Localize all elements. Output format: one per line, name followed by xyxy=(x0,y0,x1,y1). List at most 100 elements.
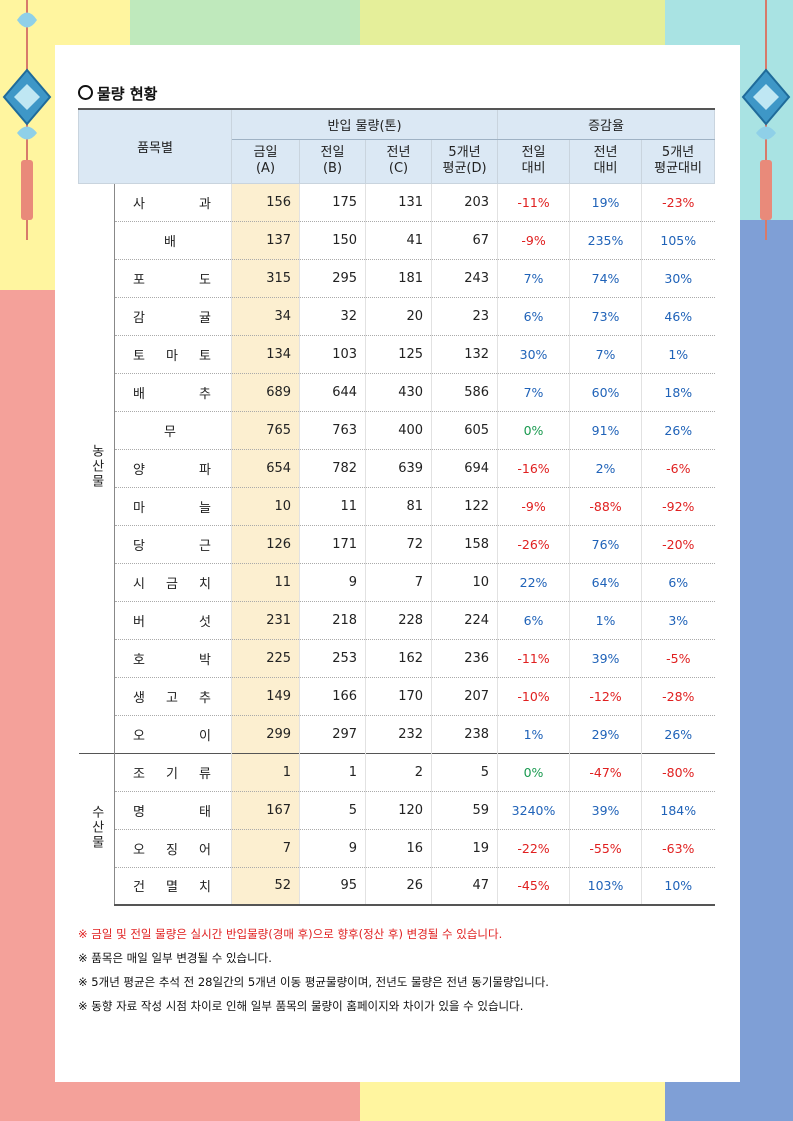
volume-cell-b: 103 xyxy=(299,335,366,374)
rate-cell-r3: 6% xyxy=(641,563,715,602)
table-row: 시 금 치 11 9 7 10 22% 64% 6% xyxy=(79,563,715,602)
volume-cell-d: 47 xyxy=(431,867,498,906)
circle-bullet-icon xyxy=(78,85,93,100)
volume-cell-c: 41 xyxy=(365,221,432,260)
incoming-volume-header: 반입 물량(톤) xyxy=(231,108,499,140)
volume-cell-d: 605 xyxy=(431,411,498,450)
rate-cell-r1: 0% xyxy=(497,752,570,792)
column-header-line1: 5개년 xyxy=(661,145,695,160)
table-row: 무 765 763 400 605 0% 91% 26% xyxy=(79,411,715,450)
table-row: 오 이 299 297 232 238 1% 29% 26% xyxy=(79,715,715,754)
rate-cell-r1: -11% xyxy=(497,183,570,222)
volume-cell-a: 315 xyxy=(231,259,300,298)
rate-cell-r3: -5% xyxy=(641,639,715,678)
volume-cell-c: 81 xyxy=(365,487,432,526)
rate-cell-r1: -26% xyxy=(497,525,570,564)
table-row: 호 박 225 253 162 236 -11% 39% -5% xyxy=(79,639,715,678)
volume-cell-b: 175 xyxy=(299,183,366,222)
volume-cell-c: 400 xyxy=(365,411,432,450)
volume-cell-d: 23 xyxy=(431,297,498,336)
rate-cell-r3: 46% xyxy=(641,297,715,336)
volume-cell-d: 238 xyxy=(431,715,498,754)
rate-cell-r2: 1% xyxy=(569,601,642,640)
volume-cell-d: 224 xyxy=(431,601,498,640)
volume-cell-c: 16 xyxy=(365,829,432,868)
note-4: ※ 동향 자료 작성 시점 차이로 인해 일부 품목의 물량이 홈페이지와 차이… xyxy=(78,999,524,1013)
change-rate-header: 증감율 xyxy=(497,108,716,140)
item-name: 무 xyxy=(113,411,232,450)
table-row: 마 늘 10 11 81 122 -9% -88% -92% xyxy=(79,487,715,526)
rate-cell-r3: 18% xyxy=(641,373,715,412)
volume-cell-b: 9 xyxy=(299,563,366,602)
volume-cell-a: 654 xyxy=(231,449,300,488)
rate-cell-r3: 30% xyxy=(641,259,715,298)
volume-cell-b: 644 xyxy=(299,373,366,412)
volume-cell-c: 20 xyxy=(365,297,432,336)
rate-cell-r1: -10% xyxy=(497,677,570,716)
volume-cell-c: 430 xyxy=(365,373,432,412)
volume-cell-d: 158 xyxy=(431,525,498,564)
rate-cell-r2: 29% xyxy=(569,715,642,754)
column-header-line1: 전일 xyxy=(521,145,546,160)
item-name-text: 무 xyxy=(164,424,176,440)
volume-cell-a: 765 xyxy=(231,411,300,450)
rate-cell-r2: -47% xyxy=(569,752,642,792)
rate-cell-r1: 22% xyxy=(497,563,570,602)
volume-cell-d: 236 xyxy=(431,639,498,678)
rate-cell-r2: 64% xyxy=(569,563,642,602)
column-header-line1: 금일 xyxy=(253,145,278,160)
column-header-line2: 평균대비 xyxy=(654,161,702,176)
volume-cell-c: 125 xyxy=(365,335,432,374)
rate-cell-r2: -12% xyxy=(569,677,642,716)
volume-cell-d: 694 xyxy=(431,449,498,488)
volume-cell-b: 11 xyxy=(299,487,366,526)
volume-cell-d: 67 xyxy=(431,221,498,260)
knot-ornament-right xyxy=(741,0,791,240)
table-row: 당 근 126 171 72 158 -26% 76% -20% xyxy=(79,525,715,564)
volume-cell-b: 297 xyxy=(299,715,366,754)
column-header-1: 전일 (B) xyxy=(299,138,367,184)
volume-cell-d: 19 xyxy=(431,829,498,868)
volume-cell-b: 295 xyxy=(299,259,366,298)
volume-cell-a: 134 xyxy=(231,335,300,374)
rate-cell-r3: -23% xyxy=(641,183,715,222)
group-label: 농산물 xyxy=(78,183,115,753)
rate-cell-r3: 3% xyxy=(641,601,715,640)
item-name-text: 배 xyxy=(164,234,176,250)
rate-cell-r1: 7% xyxy=(497,373,570,412)
volume-cell-a: 299 xyxy=(231,715,300,754)
volume-cell-c: 170 xyxy=(365,677,432,716)
volume-cell-a: 126 xyxy=(231,525,300,564)
table-row: 건 멸 치 52 95 26 47 -45% 103% 10% xyxy=(79,867,715,906)
rate-cell-r2: 76% xyxy=(569,525,642,564)
rate-cell-r2: 39% xyxy=(569,639,642,678)
volume-cell-c: 120 xyxy=(365,791,432,830)
rate-cell-r2: 60% xyxy=(569,373,642,412)
rate-cell-r1: 7% xyxy=(497,259,570,298)
rate-cell-r3: -80% xyxy=(641,752,715,792)
volume-cell-c: 2 xyxy=(365,752,432,792)
rate-cell-r2: 73% xyxy=(569,297,642,336)
column-header-2: 전년 (C) xyxy=(365,138,433,184)
volume-cell-b: 9 xyxy=(299,829,366,868)
volume-cell-a: 231 xyxy=(231,601,300,640)
column-header-line1: 전년 xyxy=(386,145,411,160)
